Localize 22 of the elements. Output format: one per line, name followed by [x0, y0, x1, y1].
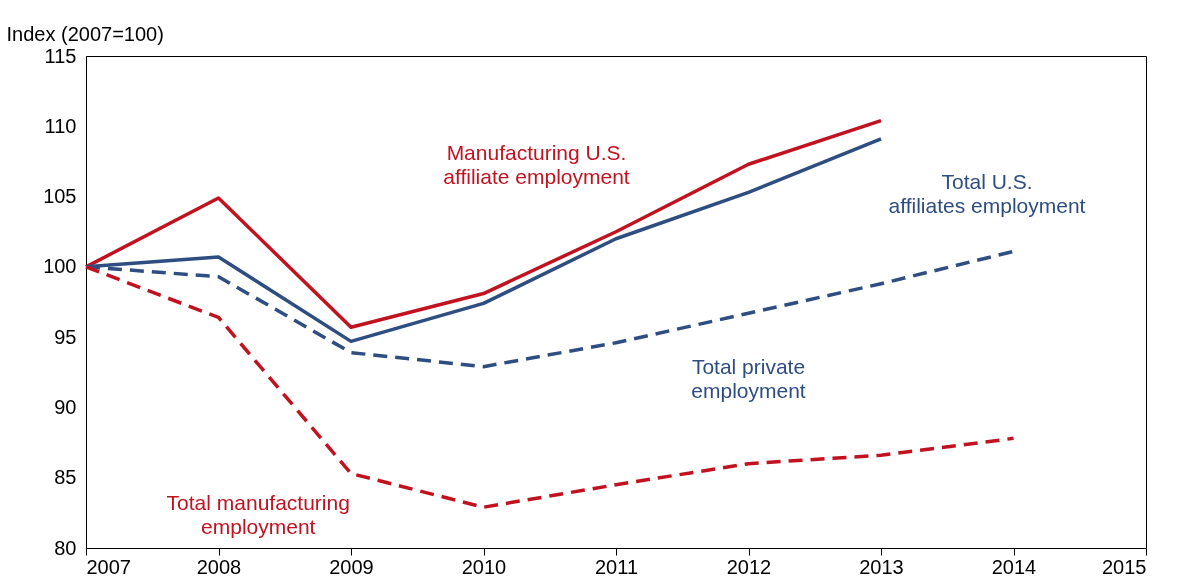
- series-label: Total manufacturing employment: [166, 491, 350, 539]
- x-tick-label: 2007: [86, 555, 131, 578]
- y-tick-label: 85: [54, 466, 77, 489]
- x-tick-label: 2014: [991, 555, 1037, 578]
- y-tick-label: 110: [44, 114, 77, 137]
- x-tick-label: 2009: [329, 555, 374, 578]
- series-label: Manufacturing U.S. affiliate employment: [443, 141, 630, 189]
- series-label: Total U.S. affiliates employment: [888, 169, 1086, 217]
- x-tick-label: 2011: [594, 555, 639, 578]
- x-tick-label: 2010: [461, 555, 507, 578]
- series-label: Total private employment: [691, 355, 806, 403]
- y-tick-label: 115: [44, 44, 77, 67]
- x-tick-label: 2008: [196, 555, 242, 578]
- x-tick-label: 2013: [859, 555, 904, 578]
- x-tick-label: 2012: [726, 555, 772, 578]
- y-tick-label: 80: [54, 536, 77, 559]
- y-axis-title: Index (2007=100): [6, 22, 164, 45]
- y-tick-label: 105: [43, 185, 77, 208]
- x-tick-label: 2015: [1102, 555, 1147, 578]
- y-tick-label: 100: [43, 255, 77, 278]
- y-tick-label: 90: [54, 395, 77, 418]
- y-tick-label: 95: [54, 325, 77, 348]
